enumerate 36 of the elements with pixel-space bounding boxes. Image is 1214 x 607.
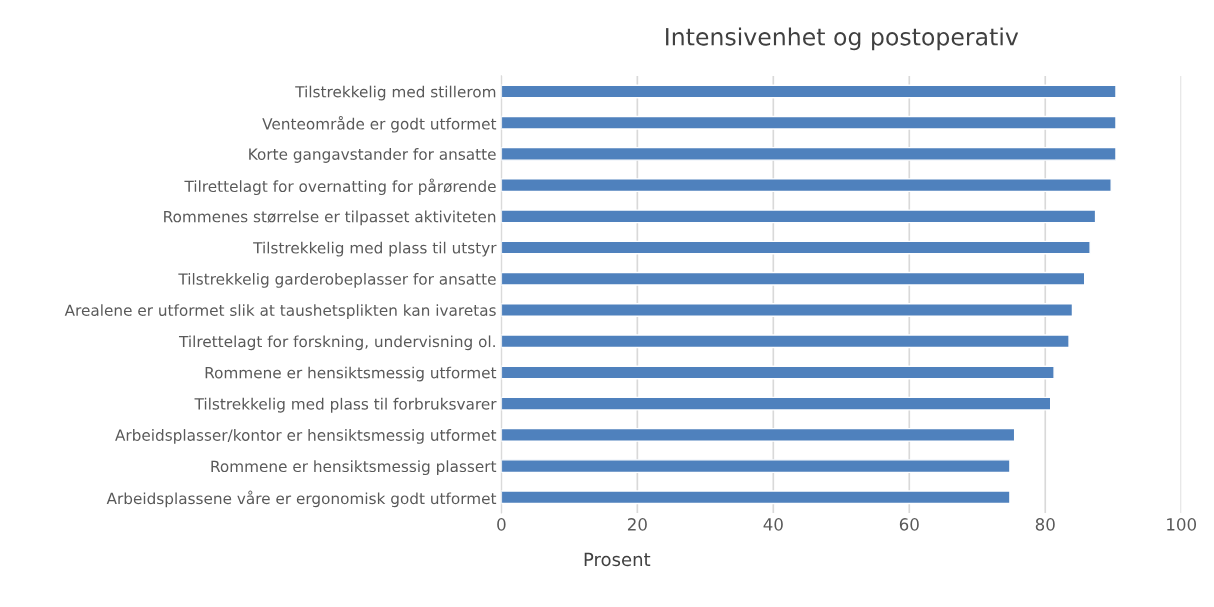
y-tick-label: Rommenes størrelse er tilpasset aktiviteten [164,210,496,226]
x-tick-label: 40 [763,518,783,531]
y-tick-label: Arbeidsplassene våre er ergonomisk godt utformet [106,490,497,508]
chart-title: Intensivenhet og postoperativ [666,27,1019,51]
y-tick-label: Arealene er utformet slik at taushetsplikten kan ivaretas [64,304,496,319]
bar [501,209,1097,224]
y-tick-label: Rommene er hensiktsmessig plassert [211,460,497,476]
y-tick-label: Tilstrekkelig med stillerom [295,85,496,101]
x-axis-title: Prosent [584,552,651,567]
y-tick-label: Tilrettelagt for overnatting for pårørende [184,178,496,196]
bar [501,396,1052,411]
bar [501,240,1091,255]
y-tick-label: Tilstrekkelig med plass til utstyr [253,241,497,257]
y-tick-label: Tilstrekkelig med plass til forbruksvarer [194,397,497,413]
bar [501,271,1086,286]
y-tick-label: Tilstrekkelig garderobeplasser for ansatte [178,272,496,288]
bar [501,365,1055,380]
y-tick-label: Tilrettelagt for forskning, undervisning ol. [178,335,495,351]
bar [501,115,1117,130]
bar [501,459,1011,474]
bar [501,334,1070,349]
x-tick-label: 20 [627,518,647,531]
bar [501,490,1011,505]
x-tick-label: 60 [899,518,919,531]
y-tick-label: Venteområde er godt utformet [262,115,497,133]
y-tick-label: Rommene er hensiktsmessig utformet [205,366,497,382]
x-tick-label: 80 [1035,518,1055,531]
x-tick-label: 100 [1167,518,1197,531]
bar [501,84,1117,99]
y-tick-label: Korte gangavstander for ansatte [249,148,496,163]
x-tick-label: 0 [497,518,506,531]
bar [501,178,1112,193]
bar [501,427,1016,442]
bar [501,303,1074,317]
bar [501,146,1117,161]
y-tick-label: Arbeidsplasser/kontor er hensiktsmessig utformet [115,429,497,444]
